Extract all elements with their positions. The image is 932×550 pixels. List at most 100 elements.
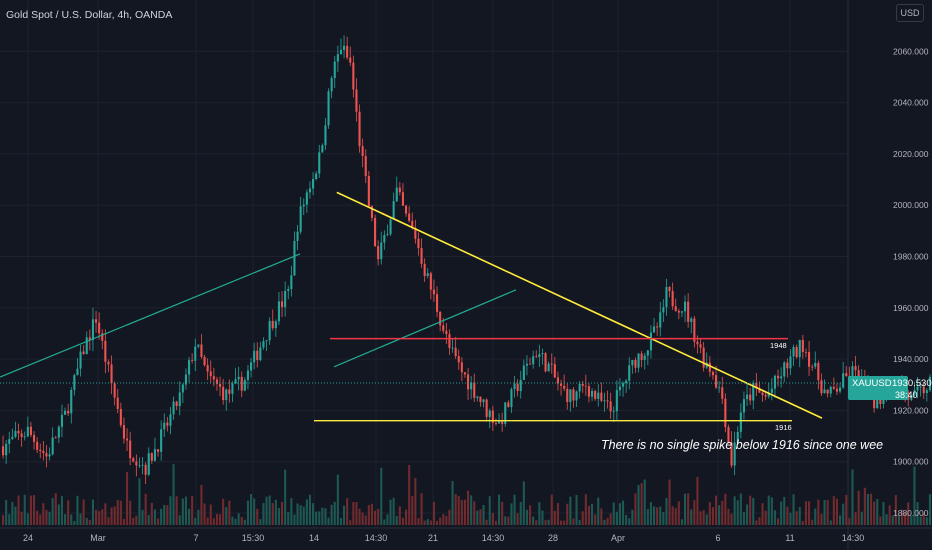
candle-body [355, 89, 358, 112]
volume-bar [519, 502, 522, 525]
candle-body [501, 421, 504, 424]
volume-bar [839, 515, 842, 525]
annotation-note: There is no single spike below 1916 sinc… [601, 438, 883, 452]
candle-body [64, 410, 67, 415]
volume-bar [457, 495, 460, 525]
volume-bar [423, 520, 426, 525]
volume-bar [544, 520, 547, 525]
price-tick-label: 1920.000 [893, 405, 929, 415]
volume-bar [250, 493, 253, 525]
volume-bar [324, 508, 327, 525]
candle-body [594, 390, 597, 399]
time-tick-label: 15:30 [242, 533, 265, 543]
volume-bar [346, 498, 349, 525]
volume-bar [587, 505, 590, 525]
candle-body [349, 57, 352, 63]
volume-bar [451, 480, 454, 525]
candle-body [225, 389, 228, 401]
candle-body [606, 400, 609, 402]
currency-button[interactable]: USD [896, 4, 924, 22]
volume-bar [26, 513, 29, 525]
candle-body [463, 372, 466, 375]
volume-bar [832, 496, 835, 525]
volume-bar [327, 517, 330, 525]
volume-bar [894, 495, 897, 525]
volume-bar [395, 515, 398, 525]
candle-body [600, 392, 603, 401]
price-tick-label: 2060.000 [893, 46, 929, 56]
volume-bar [463, 499, 466, 525]
candle-body [215, 379, 218, 384]
volume-bar [501, 501, 504, 525]
volume-bar [293, 514, 296, 525]
candle-body [76, 368, 79, 376]
candle-body [671, 291, 674, 307]
candle-body [835, 388, 838, 392]
volume-bar [333, 501, 336, 525]
candle-body [20, 433, 23, 438]
candle-body [708, 362, 711, 372]
volume-bar [718, 505, 721, 525]
volume-bar [913, 466, 916, 525]
volume-bar [14, 506, 17, 525]
candle-body [129, 440, 132, 459]
candle-body [513, 383, 516, 390]
volume-bar [786, 506, 789, 525]
volume-bar [572, 518, 575, 525]
volume-bar [147, 515, 150, 525]
volume-bars [2, 464, 931, 525]
volume-bar [919, 516, 922, 525]
candle-body [566, 388, 569, 403]
time-tick-label: 21 [428, 533, 438, 543]
candle-body [637, 353, 640, 368]
candle-body [773, 375, 776, 389]
volume-bar [54, 493, 57, 525]
candle-body [197, 344, 200, 347]
volume-bar [268, 495, 271, 525]
candle-body [370, 206, 373, 218]
price-axis[interactable]: 1880.000 1900.000 1920.000 1940.000 1960.000… [847, 0, 929, 550]
volume-bar [271, 503, 274, 525]
price-tick-label: 1960.000 [893, 303, 929, 313]
candle-body [423, 263, 426, 276]
volume-bar [724, 493, 727, 525]
candle-body [482, 399, 485, 403]
candle-body [116, 397, 119, 409]
volume-bar [606, 517, 609, 525]
support-label: 1916 [775, 423, 792, 432]
candle-body [845, 373, 848, 376]
candle-body [739, 412, 742, 432]
volume-bar [504, 516, 507, 525]
candle-body [104, 340, 107, 362]
candle-body [14, 431, 17, 437]
volume-bar [91, 499, 94, 525]
volume-bar [863, 487, 866, 525]
candle-body [135, 461, 138, 466]
volume-bar [200, 485, 203, 525]
volume-bar [522, 481, 525, 525]
candle-body [2, 446, 5, 456]
volume-bar [659, 506, 662, 525]
drawings [0, 191, 823, 422]
candle-body [640, 353, 643, 360]
volume-bar [702, 510, 705, 525]
candle-body [733, 442, 736, 466]
time-tick-label: 6 [715, 533, 720, 543]
candle-body [485, 399, 488, 417]
chart-grid [0, 0, 848, 528]
candle-body [11, 436, 14, 440]
volume-bar [445, 515, 448, 525]
candle-body [770, 388, 773, 393]
candle-body [119, 408, 122, 426]
volume-bar [343, 505, 346, 525]
candle-body [243, 379, 246, 391]
volume-bar [603, 519, 606, 525]
candle-body [560, 383, 563, 386]
volume-bar [879, 516, 882, 525]
time-tick-label: Mar [90, 533, 106, 543]
time-axis[interactable]: 24 Mar 7 15:30 14 14:30 21 14:30 28 Apr 6 11 14:30 [0, 527, 932, 543]
volume-bar [153, 509, 156, 525]
volume-bar [11, 501, 14, 525]
volume-bar [442, 514, 445, 525]
